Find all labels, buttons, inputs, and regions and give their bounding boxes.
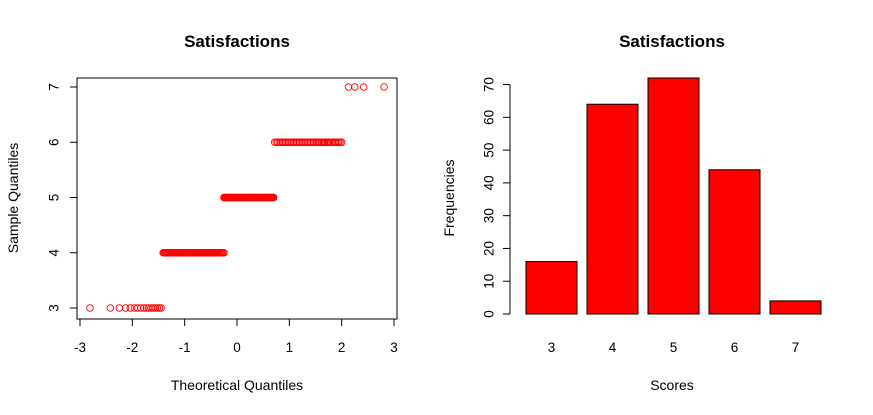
qq-point <box>337 138 346 146</box>
bar-y-tick-label: 40 <box>482 175 497 190</box>
bar-category-label: 7 <box>792 340 800 355</box>
qq-point <box>126 304 134 312</box>
bar-category-label: 3 <box>548 340 556 355</box>
qq-x-label: Theoretical Quantiles <box>171 377 303 393</box>
bar <box>708 169 761 315</box>
qq-point <box>157 304 165 312</box>
qq-x-tick-label: -1 <box>179 340 191 355</box>
qq-plot: Satisfactions -3 -2 -1 0 1 2 3 3 4 5 6 7 Theoretic… <box>5 32 398 393</box>
bar-x-label: Scores <box>650 377 694 393</box>
bar-category-label: 6 <box>731 340 739 355</box>
qq-point <box>269 193 278 202</box>
qq-point <box>115 304 123 312</box>
bar-chart: Satisfactions 0 10 20 30 40 50 60 70 3 4 5 6 7 Scor… <box>441 32 822 393</box>
qq-x-axis: -3 -2 -1 0 1 2 3 <box>74 318 398 355</box>
qq-point <box>334 138 343 146</box>
qq-point <box>344 83 353 91</box>
qq-point <box>351 83 359 91</box>
qq-y-tick-label: 6 <box>47 138 62 146</box>
qq-point <box>320 138 328 146</box>
qq-x-tick-label: -3 <box>74 340 86 355</box>
qq-y-tick-label: 7 <box>47 83 62 91</box>
qq-point <box>153 304 162 312</box>
qq-x-tick-label: 2 <box>338 340 346 355</box>
bar-category-label: 5 <box>670 340 678 355</box>
bar-category-label: 4 <box>609 340 617 355</box>
qq-point <box>314 138 323 146</box>
qq-point <box>220 248 228 257</box>
bar <box>525 261 578 315</box>
qq-point <box>121 304 130 312</box>
qq-point <box>151 304 160 312</box>
bar-y-tick-label: 30 <box>482 208 497 223</box>
qq-x-tick-label: 1 <box>286 340 294 355</box>
qq-x-tick-label: 0 <box>233 340 241 355</box>
bar <box>586 103 639 315</box>
bar-y-tick-label: 20 <box>482 241 497 256</box>
qq-points <box>86 83 388 312</box>
qq-y-tick-label: 5 <box>47 194 62 202</box>
qq-y-axis: 3 4 5 6 7 <box>47 83 78 312</box>
qq-plot-title: Satisfactions <box>184 32 290 51</box>
qq-x-tick-label: -2 <box>126 340 138 355</box>
qq-point <box>140 304 148 312</box>
qq-y-tick-label: 3 <box>47 304 62 312</box>
qq-point <box>136 304 145 312</box>
bar-y-tick-label: 60 <box>482 110 497 125</box>
bar-y-tick-label: 0 <box>482 310 497 318</box>
bar <box>647 77 700 315</box>
qq-point <box>330 138 338 146</box>
bar-chart-title: Satisfactions <box>619 32 725 51</box>
bar-series <box>525 77 822 315</box>
qq-point <box>106 304 115 312</box>
bar-y-tick-label: 10 <box>482 274 497 289</box>
bar-x-axis: 3 4 5 6 7 <box>548 340 800 355</box>
qq-y-tick-label: 4 <box>47 249 62 257</box>
qq-point <box>359 83 368 91</box>
bar-y-tick-label: 50 <box>482 143 497 158</box>
bar-y-label: Frequencies <box>441 159 457 236</box>
qq-point <box>86 304 94 312</box>
qq-x-tick-label: 3 <box>390 340 398 355</box>
qq-y-label: Sample Quantiles <box>5 143 21 254</box>
qq-point <box>324 138 333 146</box>
bar-y-axis: 0 10 20 30 40 50 60 70 <box>482 77 511 318</box>
qq-point <box>380 83 388 91</box>
bar <box>769 300 822 315</box>
bar-y-tick-label: 70 <box>482 77 497 92</box>
